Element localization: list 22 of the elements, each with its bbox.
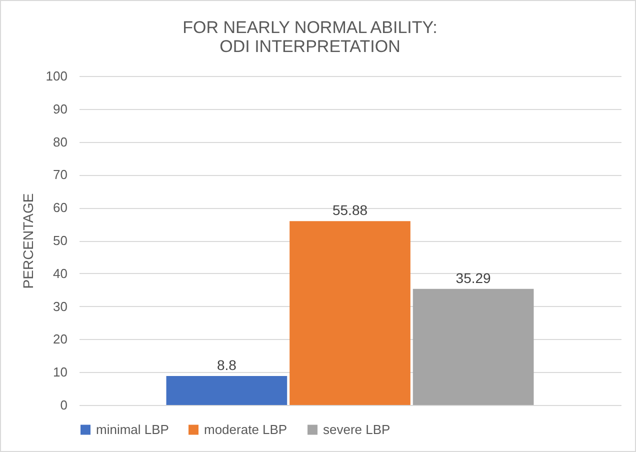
y-tick-label: 20 bbox=[53, 332, 68, 347]
bar bbox=[290, 221, 410, 405]
y-tick-label: 50 bbox=[53, 233, 68, 248]
data-label: 35.29 bbox=[456, 270, 492, 286]
y-axis-title: PERCENTAGE bbox=[20, 193, 36, 289]
y-tick-label: 90 bbox=[53, 101, 68, 116]
y-tick-label: 30 bbox=[53, 298, 68, 314]
data-label: 8.8 bbox=[216, 357, 237, 374]
legend-label: moderate LBP bbox=[204, 422, 288, 437]
y-tick-label: 70 bbox=[53, 167, 68, 182]
y-tick-label: 40 bbox=[53, 266, 68, 281]
bar bbox=[166, 376, 288, 405]
chart-title: FOR NEARLY NORMAL ABILITY: ODI INTERPRETATION bbox=[182, 18, 438, 56]
bar bbox=[412, 288, 534, 405]
legend-label: minimal LBP bbox=[96, 422, 169, 437]
y-tick-label: 60 bbox=[53, 200, 68, 216]
y-tick-label: 80 bbox=[53, 134, 68, 150]
legend-label: severe LBP bbox=[323, 422, 390, 437]
y-tick-label: 0 bbox=[60, 398, 68, 412]
y-tick-label: 10 bbox=[53, 364, 68, 380]
data-label: 55.88 bbox=[332, 202, 368, 218]
y-tick-label: 100 bbox=[46, 68, 68, 84]
